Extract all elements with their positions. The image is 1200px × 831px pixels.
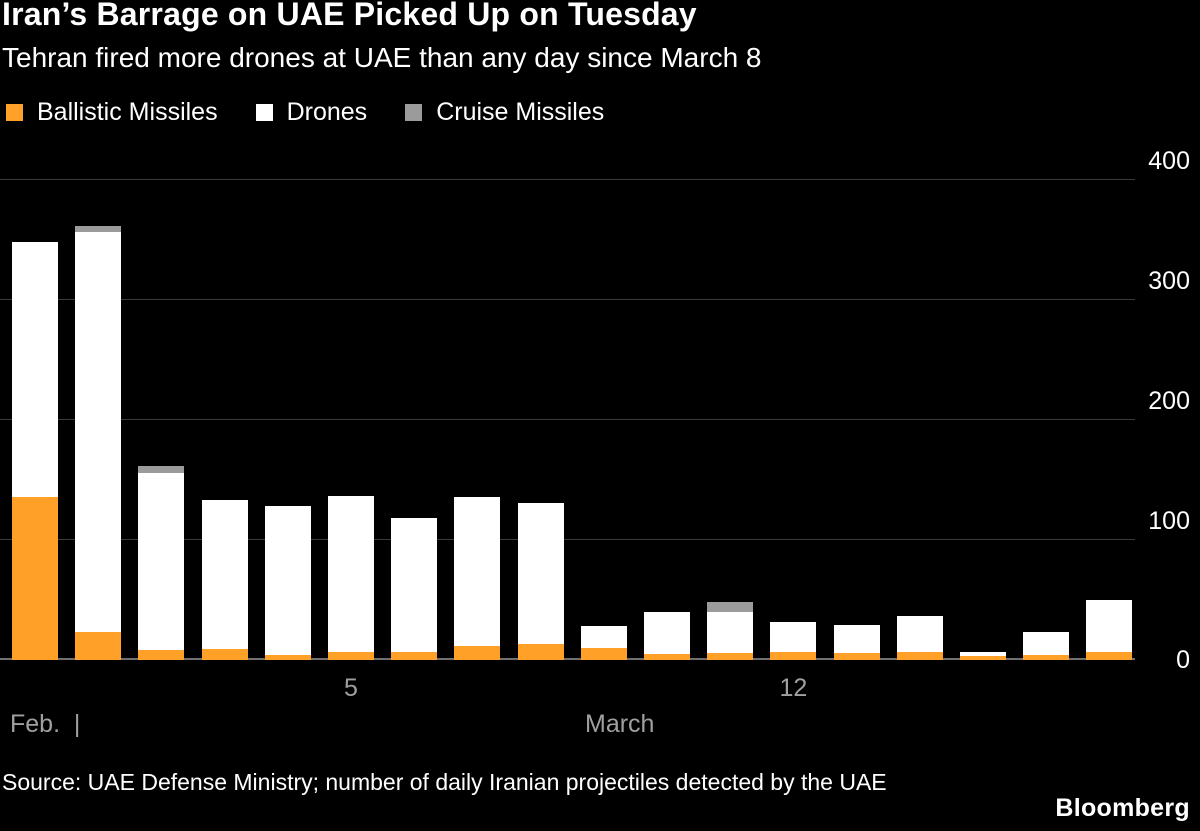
ballistic-missiles-swatch-icon	[6, 104, 23, 121]
bar-march-5-drones	[328, 495, 374, 652]
chart-subtitle: Tehran fired more drones at UAE than any…	[2, 42, 762, 73]
x-axis-baseline	[0, 658, 1135, 660]
bar-march-16-ballistic-missiles	[1023, 655, 1070, 660]
x-axis-tick-5: 5	[344, 674, 358, 702]
y-axis-label-100: 100	[1148, 507, 1190, 535]
bar-march-1-ballistic-missiles	[75, 632, 122, 660]
gridline-200	[0, 419, 1135, 420]
bar-march-10-drones	[644, 612, 690, 654]
bar-march-7-ballistic-missiles	[454, 645, 501, 660]
x-axis-tick-12: 12	[779, 674, 808, 702]
bar-march-15-ballistic-missiles	[960, 656, 1006, 660]
bar-march-14-drones	[896, 615, 943, 652]
legend-label: Cruise Missiles	[436, 98, 605, 126]
bar-feb-28-ballistic-missiles	[12, 496, 58, 660]
bar-march-13-drones	[833, 625, 880, 653]
gridline-300	[0, 299, 1135, 300]
bar-march-1-cruise-missiles	[75, 225, 122, 232]
bar-march-2-drones	[138, 472, 185, 651]
y-axis-label-0: 0	[1176, 646, 1190, 674]
bar-march-1-drones	[75, 231, 122, 633]
source-note: Source: UAE Defense Ministry; number of …	[2, 769, 887, 795]
drones-swatch-icon	[255, 104, 273, 121]
y-axis-label-200: 200	[1148, 387, 1190, 415]
bar-march-11-cruise-missiles	[707, 602, 754, 612]
bloomberg-logo: Bloomberg	[1055, 794, 1190, 822]
month-label-march: March	[585, 710, 655, 738]
bar-march-3-ballistic-missiles	[201, 649, 248, 660]
legend-label: Drones	[286, 98, 368, 126]
plot-area: Feb. | March 0 100 200 300 400 5 12	[0, 147, 1200, 738]
bar-march-7-drones	[454, 496, 501, 646]
gridline-100	[0, 539, 1135, 540]
y-axis-label-400: 400	[1148, 147, 1190, 175]
bar-feb-28-drones	[12, 242, 58, 497]
bar-march-15-drones	[960, 651, 1006, 657]
bar-march-14-ballistic-missiles	[896, 651, 943, 660]
bar-march-12-ballistic-missiles	[770, 651, 817, 660]
bar-march-13-ballistic-missiles	[833, 652, 880, 660]
bar-march-2-ballistic-missiles	[138, 650, 185, 660]
month-label-feb: Feb. |	[10, 710, 81, 738]
legend-item-ballistic-missiles: Ballistic Missiles	[6, 98, 218, 127]
bar-march-17-drones	[1086, 600, 1133, 652]
bar-march-5-ballistic-missiles	[328, 651, 374, 660]
legend-label: Ballistic Missiles	[37, 98, 218, 126]
bar-march-2-cruise-missiles	[138, 465, 185, 473]
gridline-400	[0, 179, 1135, 180]
bar-march-6-drones	[391, 518, 438, 652]
cruise-missiles-swatch-icon	[405, 104, 423, 121]
page-title: Iran’s Barrage on UAE Picked Up on Tuesd…	[2, 0, 697, 32]
bar-march-12-drones	[770, 621, 817, 652]
legend: Ballistic Missiles Drones Cruise Missiles	[6, 98, 604, 127]
bar-march-10-ballistic-missiles	[644, 654, 690, 660]
bar-march-6-ballistic-missiles	[391, 651, 438, 660]
bar-march-11-drones	[707, 612, 754, 653]
bar-march-8-ballistic-missiles	[517, 644, 564, 660]
bar-march-3-drones	[201, 500, 248, 650]
legend-item-drones: Drones	[255, 98, 368, 127]
bar-march-4-drones	[264, 506, 311, 656]
bar-march-4-ballistic-missiles	[264, 655, 311, 660]
bar-march-16-drones	[1023, 632, 1070, 656]
bar-march-9-ballistic-missiles	[580, 648, 627, 660]
y-axis-label-300: 300	[1148, 267, 1190, 295]
bar-march-9-drones	[580, 626, 627, 648]
bar-march-17-ballistic-missiles	[1086, 651, 1133, 660]
legend-item-cruise-missiles: Cruise Missiles	[405, 98, 604, 127]
bar-march-8-drones	[517, 502, 564, 645]
bar-march-11-ballistic-missiles	[707, 652, 754, 660]
